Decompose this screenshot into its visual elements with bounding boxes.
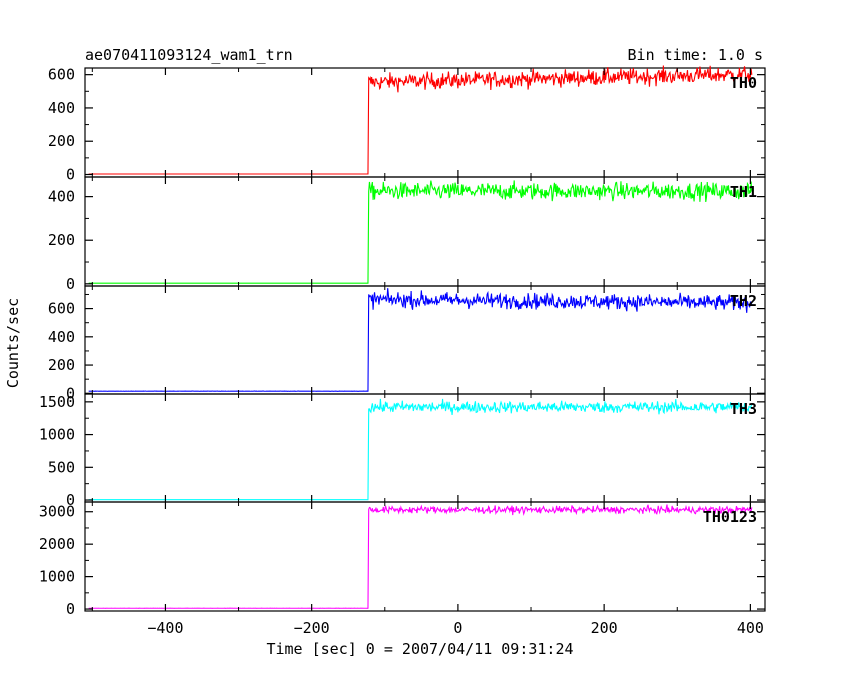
y-tick-label: 0 bbox=[66, 275, 75, 293]
y-tick-label: 600 bbox=[48, 66, 75, 84]
y-tick-label: 600 bbox=[48, 300, 75, 318]
series-line-th2 bbox=[88, 288, 753, 392]
y-tick-label: 3000 bbox=[39, 503, 75, 521]
y-tick-label: 0 bbox=[66, 384, 75, 402]
y-tick-label: 2000 bbox=[39, 535, 75, 553]
y-tick-label: 1500 bbox=[39, 393, 75, 411]
series-line-th3 bbox=[88, 398, 753, 501]
panel-th3: 0 500 1000 1500 TH3 bbox=[39, 393, 766, 509]
x-tick-label: 0 bbox=[453, 619, 462, 637]
panels-group: 0 200 400 600 TH0 0 200 400 TH1 0 200 400 600 TH2 0 500… bbox=[39, 65, 766, 618]
y-tick-label: 200 bbox=[48, 132, 75, 150]
y-tick-label: 0 bbox=[66, 600, 75, 618]
bin-time-label: Bin time: 1.0 s bbox=[628, 46, 763, 64]
series-label-th2: TH2 bbox=[730, 292, 757, 310]
panel-th0: 0 200 400 600 TH0 bbox=[48, 65, 766, 184]
y-tick-label: 200 bbox=[48, 356, 75, 374]
x-axis: −400 −200 0 200 400 bbox=[147, 619, 764, 637]
chart-title: ae070411093124_wam1_trn bbox=[85, 46, 293, 64]
y-tick-label: 500 bbox=[48, 458, 75, 476]
panel-th1: 0 200 400 TH1 bbox=[48, 176, 766, 293]
series-label-th0: TH0 bbox=[730, 74, 757, 92]
y-tick-label: 0 bbox=[66, 491, 75, 509]
y-tick-label: 0 bbox=[66, 166, 75, 184]
y-tick-label: 400 bbox=[48, 99, 75, 117]
panel-th0123: 0 1000 2000 3000 TH0123 bbox=[39, 501, 766, 618]
x-tick-label: −400 bbox=[147, 619, 183, 637]
y-axis-label: Counts/sec bbox=[4, 298, 22, 388]
y-tick-label: 1000 bbox=[39, 426, 75, 444]
series-line-th0123 bbox=[88, 504, 753, 609]
series-line-th1 bbox=[88, 180, 753, 284]
panel-th2: 0 200 400 600 TH2 bbox=[48, 285, 766, 402]
series-label-th3: TH3 bbox=[730, 400, 757, 418]
series-line-th0 bbox=[88, 65, 753, 175]
panel-frame bbox=[84, 501, 766, 612]
x-tick-label: −200 bbox=[294, 619, 330, 637]
y-tick-label: 400 bbox=[48, 328, 75, 346]
series-label-th0123: TH0123 bbox=[703, 508, 757, 526]
y-tick-label: 1000 bbox=[39, 568, 75, 586]
x-tick-label: 200 bbox=[591, 619, 618, 637]
y-tick-label: 200 bbox=[48, 231, 75, 249]
y-tick-label: 400 bbox=[48, 188, 75, 206]
x-axis-label: Time [sec] 0 = 2007/04/11 09:31:24 bbox=[266, 640, 573, 658]
x-tick-label: 400 bbox=[737, 619, 764, 637]
series-label-th1: TH1 bbox=[730, 183, 757, 201]
